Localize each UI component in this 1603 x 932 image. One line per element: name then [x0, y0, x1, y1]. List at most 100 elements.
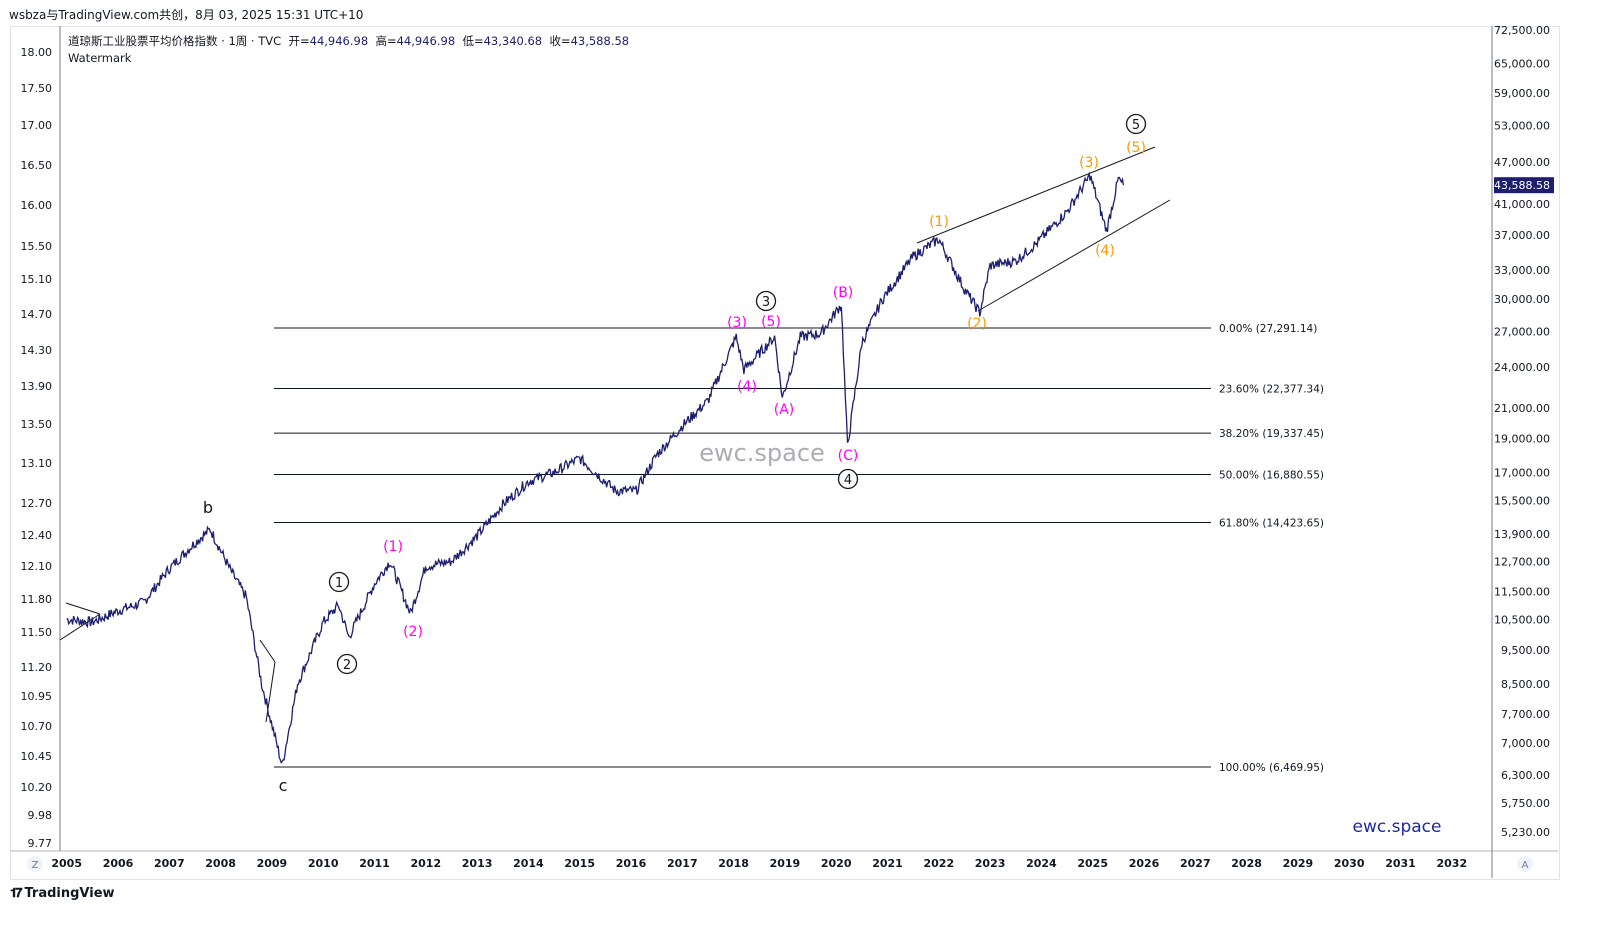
price-axis-tick: 17,000.00 — [1494, 466, 1550, 479]
scale-z-label: Z — [32, 860, 39, 871]
chart-frame[interactable] — [10, 26, 1560, 880]
wave-label: 1 — [335, 576, 343, 591]
last-price-value: 43,588.58 — [1494, 179, 1550, 192]
left-axis-tick: 9.77 — [28, 837, 53, 850]
wave-label: (2) — [967, 316, 987, 332]
symbol-legend: 道琼斯工业股票平均价格指数 · 1周 · TVC 开=44,946.98 高=4… — [68, 33, 629, 67]
time-axis-tick: 2019 — [770, 857, 801, 870]
price-axis-tick: 10,500.00 — [1494, 613, 1550, 626]
wave-label: (A) — [774, 402, 795, 418]
wave-label: 5 — [1132, 118, 1140, 133]
wave-label: (C) — [838, 448, 859, 464]
price-axis-tick: 37,000.00 — [1494, 229, 1550, 242]
wave-circle-marker — [336, 653, 358, 675]
time-axis-tick: 2020 — [821, 857, 852, 870]
time-axis-tick: 2013 — [462, 857, 493, 870]
price-axis-tick: 33,000.00 — [1494, 264, 1550, 277]
time-axis-tick: 2024 — [1026, 857, 1057, 870]
wave-label: (1) — [929, 214, 949, 230]
left-axis-tick: 13.50 — [21, 418, 53, 431]
time-axis-tick: 2015 — [564, 857, 595, 870]
last-price-badge — [1494, 177, 1554, 194]
left-axis-tick: 18.00 — [21, 46, 53, 59]
time-axis-tick: 2032 — [1436, 857, 1467, 870]
left-axis-tick: 11.50 — [21, 626, 53, 639]
close-value: 43,588.58 — [570, 34, 630, 48]
time-axis-tick: 2011 — [359, 857, 390, 870]
watermark-indicator[interactable]: Watermark — [68, 51, 132, 65]
price-axis-tick: 30,000.00 — [1494, 293, 1550, 306]
open-value: 44,946.98 — [309, 34, 369, 48]
time-axis-tick: 2016 — [616, 857, 647, 870]
trend-line — [259, 639, 276, 663]
wave-label: (1) — [383, 539, 403, 555]
wave-label: (5) — [761, 314, 781, 330]
time-axis-tick: 2028 — [1231, 857, 1262, 870]
price-axis-tick: 65,000.00 — [1494, 57, 1550, 70]
trend-line — [265, 661, 276, 723]
left-axis-tick: 10.70 — [21, 720, 53, 733]
tv-logo-icon: 𝟏𝟕 — [10, 886, 23, 901]
price-axis-tick: 5,750.00 — [1501, 797, 1550, 810]
price-axis-tick: 53,000.00 — [1494, 120, 1550, 133]
left-axis-tick: 10.20 — [21, 781, 53, 794]
time-axis-tick: 2012 — [410, 857, 441, 870]
time-axis-tick: 2021 — [872, 857, 903, 870]
low-label: 低= — [462, 34, 484, 48]
trend-line — [65, 602, 101, 615]
price-axis-tick: 9,500.00 — [1501, 644, 1550, 657]
left-axis-tick: 12.10 — [21, 560, 53, 573]
close-label: 收= — [549, 34, 571, 48]
left-axis-tick: 14.70 — [21, 308, 53, 321]
price-axis-tick: 19,000.00 — [1494, 432, 1550, 445]
price-axis-tick: 24,000.00 — [1494, 361, 1550, 374]
wave-label: (4) — [737, 379, 757, 395]
tv-logo-text: TradingView — [24, 886, 115, 901]
wave-label: (B) — [833, 285, 854, 301]
price-axis-tick: 41,000.00 — [1494, 198, 1550, 211]
left-axis-tick: 13.10 — [21, 457, 53, 470]
fib-level-label: 50.00% (16,880.55) — [1219, 470, 1324, 482]
fib-level-label: 100.00% (6,469.95) — [1219, 762, 1324, 774]
left-axis-tick: 10.45 — [21, 750, 53, 763]
wave-label: 3 — [762, 295, 770, 310]
price-axis-tick: 72,500.00 — [1494, 24, 1550, 37]
time-axis-tick: 2017 — [667, 857, 698, 870]
price-axis-tick: 47,000.00 — [1494, 156, 1550, 169]
time-axis-tick: 2023 — [975, 857, 1006, 870]
wave-label: (3) — [727, 315, 747, 331]
auto-scale-button[interactable] — [1517, 856, 1533, 872]
time-axis-tick: 2014 — [513, 857, 544, 870]
left-axis-tick: 17.50 — [21, 82, 53, 95]
left-axis-tick: 13.90 — [21, 380, 53, 393]
wave-label: (2) — [403, 624, 423, 640]
wave-label: (3) — [1079, 155, 1099, 171]
left-axis-tick: 15.10 — [21, 273, 53, 286]
time-axis-tick: 2007 — [154, 857, 185, 870]
trend-line — [59, 613, 101, 641]
time-axis-tick: 2031 — [1385, 857, 1416, 870]
auto-scale-left-button[interactable] — [27, 856, 43, 872]
price-axis-tick: 7,700.00 — [1501, 708, 1550, 721]
price-axis-tick: 15,500.00 — [1494, 495, 1550, 508]
left-axis-tick: 14.30 — [21, 344, 53, 357]
time-axis-tick: 2005 — [51, 857, 82, 870]
symbol-title[interactable]: 道琼斯工业股票平均价格指数 · 1周 · TVC — [68, 34, 282, 48]
price-axis-tick: 27,000.00 — [1494, 325, 1550, 338]
price-axis-tick: 11,500.00 — [1494, 586, 1550, 599]
left-axis-tick: 10.95 — [21, 690, 53, 703]
wave-label: c — [279, 776, 288, 795]
left-axis-tick: 16.00 — [21, 199, 53, 212]
fib-level-label: 23.60% (22,377.34) — [1219, 384, 1324, 396]
high-value: 44,946.98 — [396, 34, 456, 48]
wave-circle-marker — [328, 571, 350, 593]
price-axis-tick: 8,500.00 — [1501, 678, 1550, 691]
price-series-line[interactable] — [66, 171, 1125, 764]
low-value: 43,340.68 — [483, 34, 543, 48]
price-axis-tick: 13,900.00 — [1494, 528, 1550, 541]
tradingview-logo[interactable]: 𝟏𝟕 TradingView — [10, 886, 115, 901]
scale-a-label: A — [1522, 860, 1529, 871]
wave-circle-marker — [1125, 113, 1147, 135]
fib-level-label: 0.00% (27,291.14) — [1219, 323, 1317, 335]
